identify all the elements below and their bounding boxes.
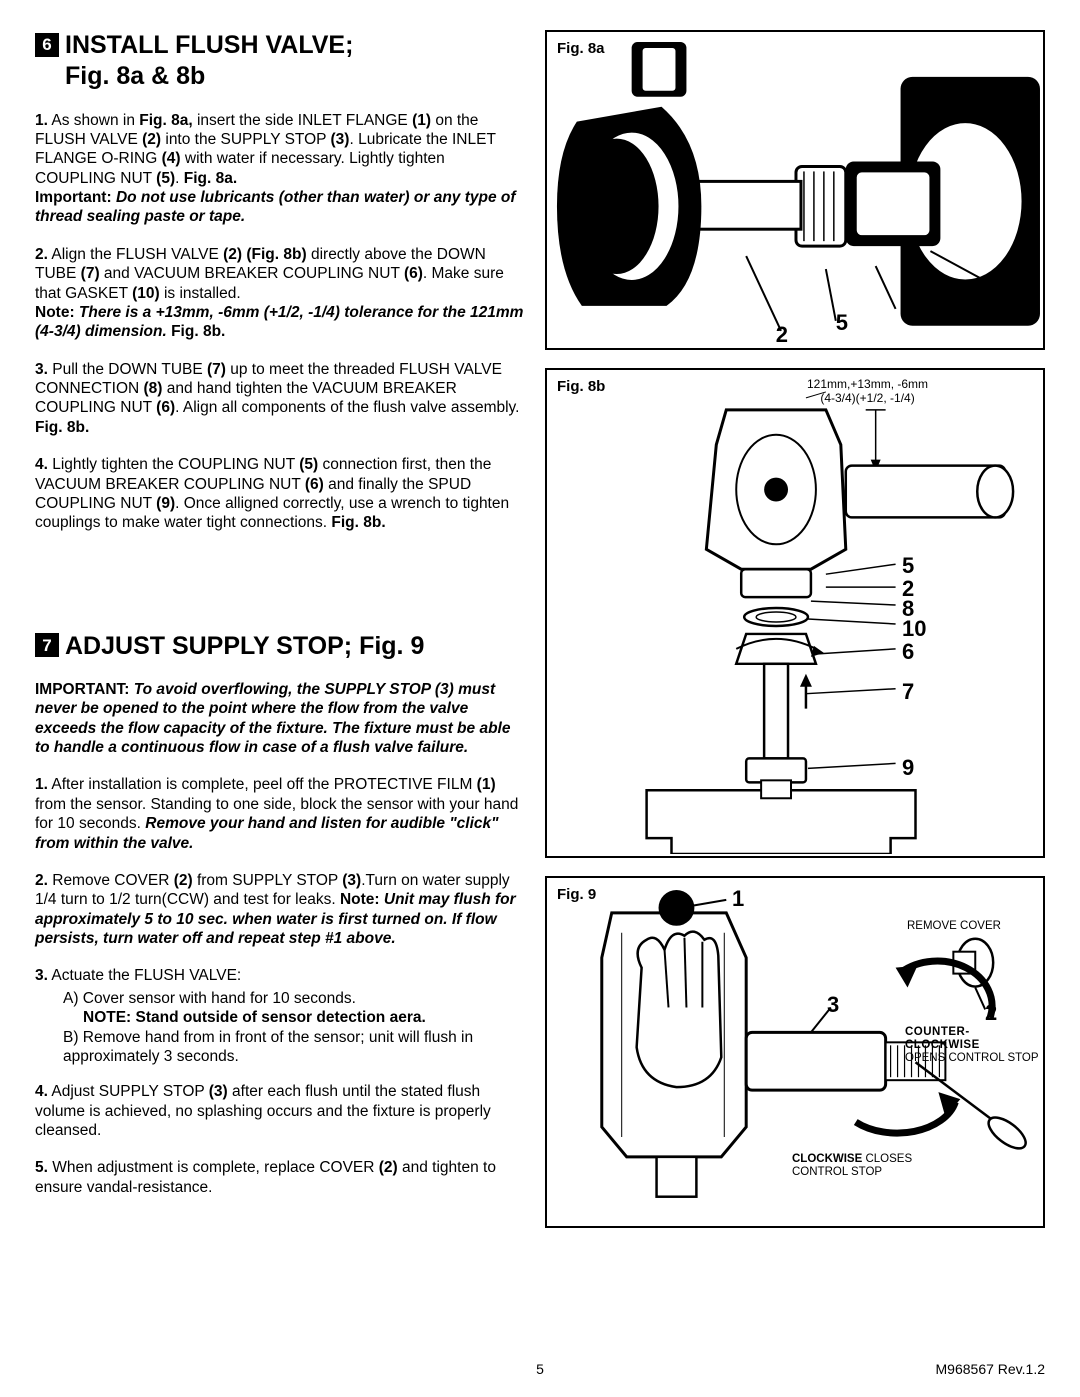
fig9-callout-2: 2 — [985, 1000, 997, 1026]
section6-title-1: INSTALL FLUSH VALVE; — [65, 31, 353, 59]
fig8a-callout-1: 1 — [996, 270, 1008, 296]
fig9-label-cw: CLOCKWISE CLOSES CONTROL STOP — [792, 1153, 912, 1179]
fig9-callout-1: 1 — [732, 886, 744, 912]
page-number: 5 — [536, 1361, 544, 1377]
step-6-badge: 6 — [35, 33, 59, 57]
s6-step1: 1. As shown in Fig. 8a, insert the side … — [35, 111, 525, 227]
fig8a-diagram — [547, 32, 1043, 347]
s6-step2: 2. Align the FLUSH VALVE (2) (Fig. 8b) d… — [35, 245, 525, 342]
fig8a-callout-5: 5 — [836, 310, 848, 336]
section6-heading: 6INSTALL FLUSH VALVE; Fig. 8a & 8b — [35, 30, 525, 93]
figure-8b: Fig. 8b 121mm,+13mm, -6mm (4-3/4)(+1/2, … — [545, 368, 1045, 858]
s6-step4: 4. Lightly tighten the COUPLING NUT (5) … — [35, 455, 525, 533]
s7-step1: 1. After installation is complete, peel … — [35, 775, 525, 853]
fig8b-callout-7: 7 — [902, 679, 914, 705]
s6-step3: 3. Pull the DOWN TUBE (7) up to meet the… — [35, 360, 525, 438]
fig8b-callout-9: 9 — [902, 755, 914, 781]
s7-step5: 5. When adjustment is complete, replace … — [35, 1158, 525, 1197]
s7-step4: 4. Adjust SUPPLY STOP (3) after each flu… — [35, 1082, 525, 1140]
s7-important: IMPORTANT: To avoid overflowing, the SUP… — [35, 680, 525, 758]
fig8a-callout-2: 2 — [776, 322, 788, 348]
s7-step3a: A) Cover sensor with hand for 10 seconds… — [35, 989, 525, 1067]
figure-8a: Fig. 8a — [545, 30, 1045, 350]
section7-title: ADJUST SUPPLY STOP; Fig. 9 — [65, 632, 424, 660]
s7-step3: 3. Actuate the FLUSH VALVE: — [35, 966, 525, 985]
fig9-callout-3: 3 — [827, 992, 839, 1018]
section7-heading: 7ADJUST SUPPLY STOP; Fig. 9 — [35, 631, 525, 662]
step-7-badge: 7 — [35, 633, 59, 657]
fig8b-callout-6: 6 — [902, 639, 914, 665]
fig8b-diagram — [547, 370, 1043, 854]
figure-9: Fig. 9 — [545, 876, 1045, 1228]
fig8a-callout-3: 3 — [1001, 80, 1013, 106]
s7-step2: 2. Remove COVER (2) from SUPPLY STOP (3)… — [35, 871, 525, 949]
page-footer: 5 M968567 Rev.1.2 — [35, 1361, 1045, 1377]
fig9-label-ccw: COUNTER-CLOCKWISE OPENS CONTROL STOP — [905, 1026, 1043, 1066]
doc-revision: M968567 Rev.1.2 — [936, 1361, 1045, 1377]
fig8a-callout-4: 4 — [901, 300, 913, 326]
fig9-label-remove: REMOVE COVER — [907, 920, 1001, 933]
section6-title-2: Fig. 8a & 8b — [65, 61, 525, 92]
